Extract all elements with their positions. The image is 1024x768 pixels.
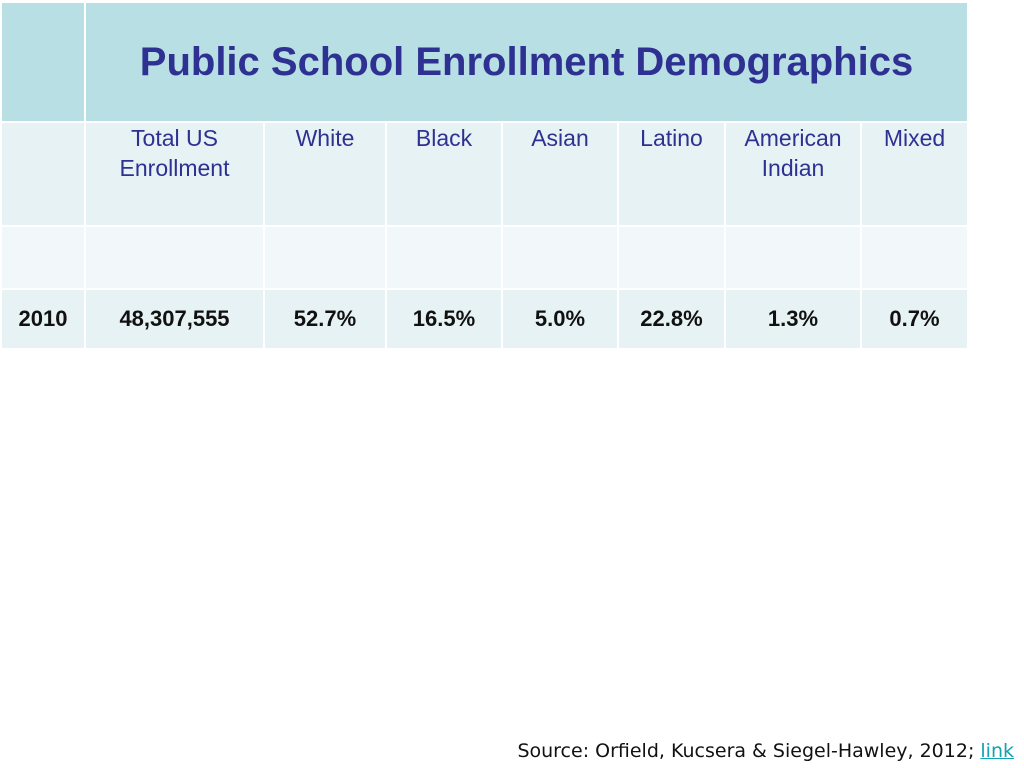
cell-total-enrollment: 48,307,555 [86, 290, 265, 350]
header-american-indian: American Indian [726, 123, 862, 227]
blank-cell [86, 227, 265, 290]
cell-american-indian: 1.3% [726, 290, 862, 350]
table-row: 2010 48,307,555 52.7% 16.5% 5.0% 22.8% 1… [2, 290, 968, 350]
blank-cell [265, 227, 387, 290]
blank-cell [862, 227, 968, 290]
enrollment-table: Public School Enrollment Demographics To… [2, 3, 968, 350]
header-white: White [265, 123, 387, 227]
header-latino: Latino [619, 123, 726, 227]
blank-cell [387, 227, 503, 290]
blank-row [2, 227, 968, 290]
cell-mixed: 0.7% [862, 290, 968, 350]
table-title: Public School Enrollment Demographics [86, 3, 968, 123]
header-total-enrollment: Total US Enrollment [86, 123, 265, 227]
cell-year: 2010 [2, 290, 86, 350]
cell-asian: 5.0% [503, 290, 619, 350]
source-text: Source: Orfield, Kucsera & Siegel-Hawley… [517, 740, 981, 762]
blank-cell [2, 227, 86, 290]
title-row: Public School Enrollment Demographics [2, 3, 968, 123]
cell-latino: 22.8% [619, 290, 726, 350]
source-citation: Source: Orfield, Kucsera & Siegel-Hawley… [517, 740, 1014, 762]
corner-cell [2, 3, 86, 123]
header-row: Total US Enrollment White Black Asian La… [2, 123, 968, 227]
source-link[interactable]: link [980, 740, 1014, 762]
blank-cell [726, 227, 862, 290]
header-mixed: Mixed [862, 123, 968, 227]
header-black: Black [387, 123, 503, 227]
cell-black: 16.5% [387, 290, 503, 350]
blank-cell [503, 227, 619, 290]
header-cell-empty [2, 123, 86, 227]
blank-cell [619, 227, 726, 290]
cell-white: 52.7% [265, 290, 387, 350]
header-asian: Asian [503, 123, 619, 227]
